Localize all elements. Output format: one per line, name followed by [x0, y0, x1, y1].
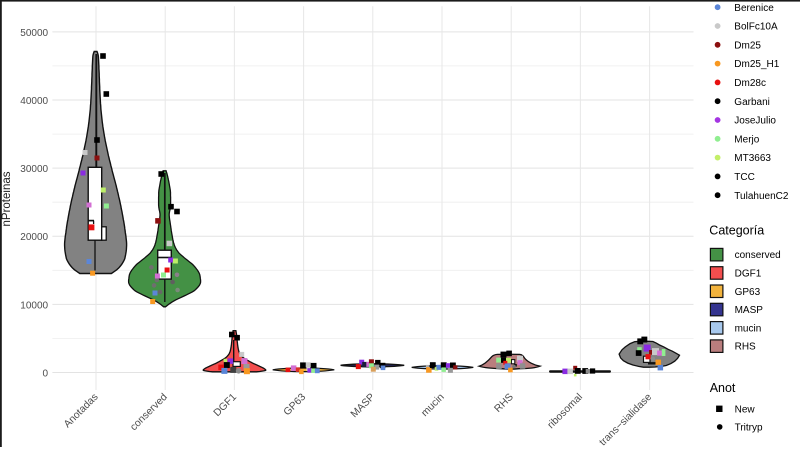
svg-text:20000: 20000	[20, 232, 48, 243]
svg-text:DGF1: DGF1	[735, 269, 762, 280]
svg-text:Garbani: Garbani	[734, 97, 770, 108]
svg-text:Merjo: Merjo	[734, 134, 759, 145]
svg-text:Dm25_H1: Dm25_H1	[734, 59, 779, 70]
svg-text:Categoría: Categoría	[709, 224, 764, 238]
svg-text:MT3663: MT3663	[734, 153, 771, 164]
svg-text:TCC: TCC	[734, 172, 755, 183]
svg-text:TulahuenC2: TulahuenC2	[734, 191, 789, 202]
svg-text:RHS: RHS	[735, 342, 756, 353]
svg-text:50000: 50000	[20, 28, 48, 39]
svg-text:Dm28c: Dm28c	[734, 78, 766, 89]
svg-text:nProteinas: nProteinas	[1, 171, 13, 226]
svg-text:40000: 40000	[20, 96, 48, 107]
svg-text:New: New	[735, 404, 756, 415]
svg-text:Anot: Anot	[710, 381, 736, 395]
svg-text:GP63: GP63	[735, 287, 761, 298]
svg-text:JoseJulio: JoseJulio	[734, 116, 776, 127]
svg-text:Tritryp: Tritryp	[735, 423, 763, 434]
svg-text:mucin: mucin	[735, 323, 762, 334]
svg-text:10000: 10000	[20, 300, 48, 311]
svg-text:Dm25: Dm25	[734, 40, 761, 51]
svg-text:Berenice: Berenice	[734, 3, 774, 14]
svg-text:conserved: conserved	[735, 250, 781, 261]
svg-text:BolFc10A: BolFc10A	[734, 22, 778, 33]
svg-text:MASP: MASP	[735, 305, 764, 316]
svg-text:30000: 30000	[20, 164, 48, 175]
svg-text:0: 0	[43, 368, 49, 379]
